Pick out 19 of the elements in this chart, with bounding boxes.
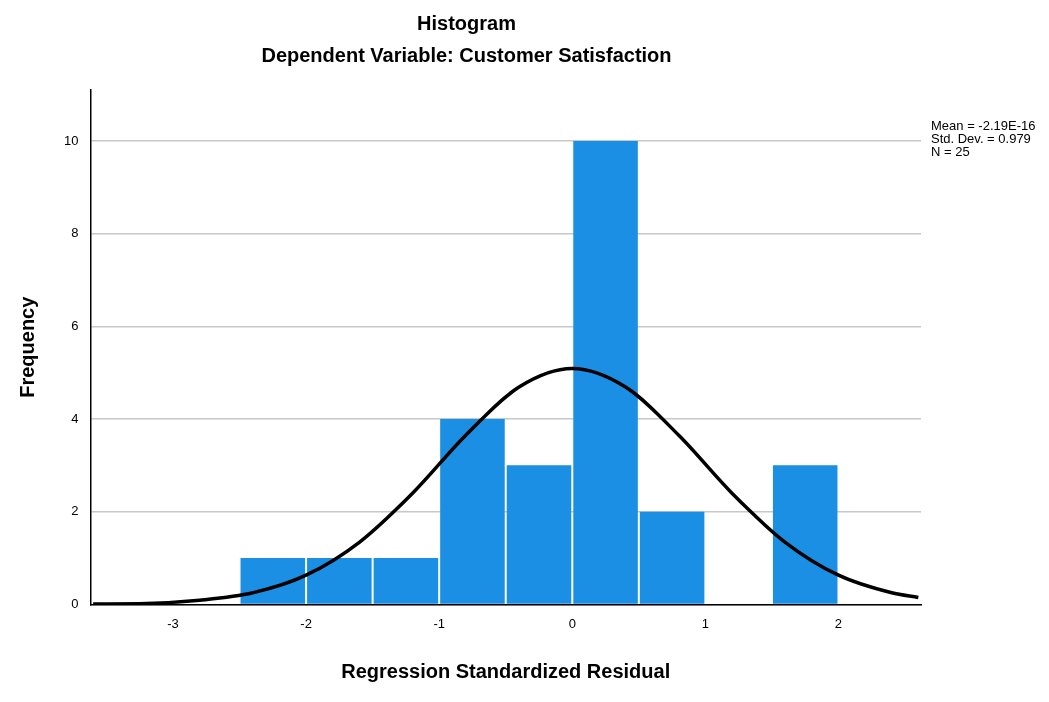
x-tick-label: 2 (834, 615, 843, 631)
y-tick-label: 10 (63, 132, 79, 148)
y-tick-label: 6 (71, 317, 79, 333)
chart-subtitle: Dependent Variable: Customer Satisfaction (261, 43, 672, 66)
y-axis-title: Frequency (15, 295, 38, 398)
x-tick-label: 1 (701, 615, 709, 631)
y-tick-label: 8 (71, 225, 79, 241)
x-tick-label: -2 (300, 615, 312, 631)
text: Mean = -2.19E-16 (931, 118, 1036, 134)
y-tick-label: 4 (71, 410, 79, 426)
x-tick-label: -1 (433, 615, 445, 631)
y-tick-label: 0 (71, 595, 79, 611)
chart-title: Histogram (417, 11, 516, 34)
text: N = 25 (931, 144, 970, 160)
x-tick-label: -3 (167, 615, 179, 631)
y-tick-label: 2 (71, 503, 79, 519)
x-tick-label: 0 (568, 615, 576, 631)
text: Std. Dev. = 0.979 (931, 131, 1031, 147)
x-axis-title: Regression Standardized Residual (341, 659, 671, 682)
